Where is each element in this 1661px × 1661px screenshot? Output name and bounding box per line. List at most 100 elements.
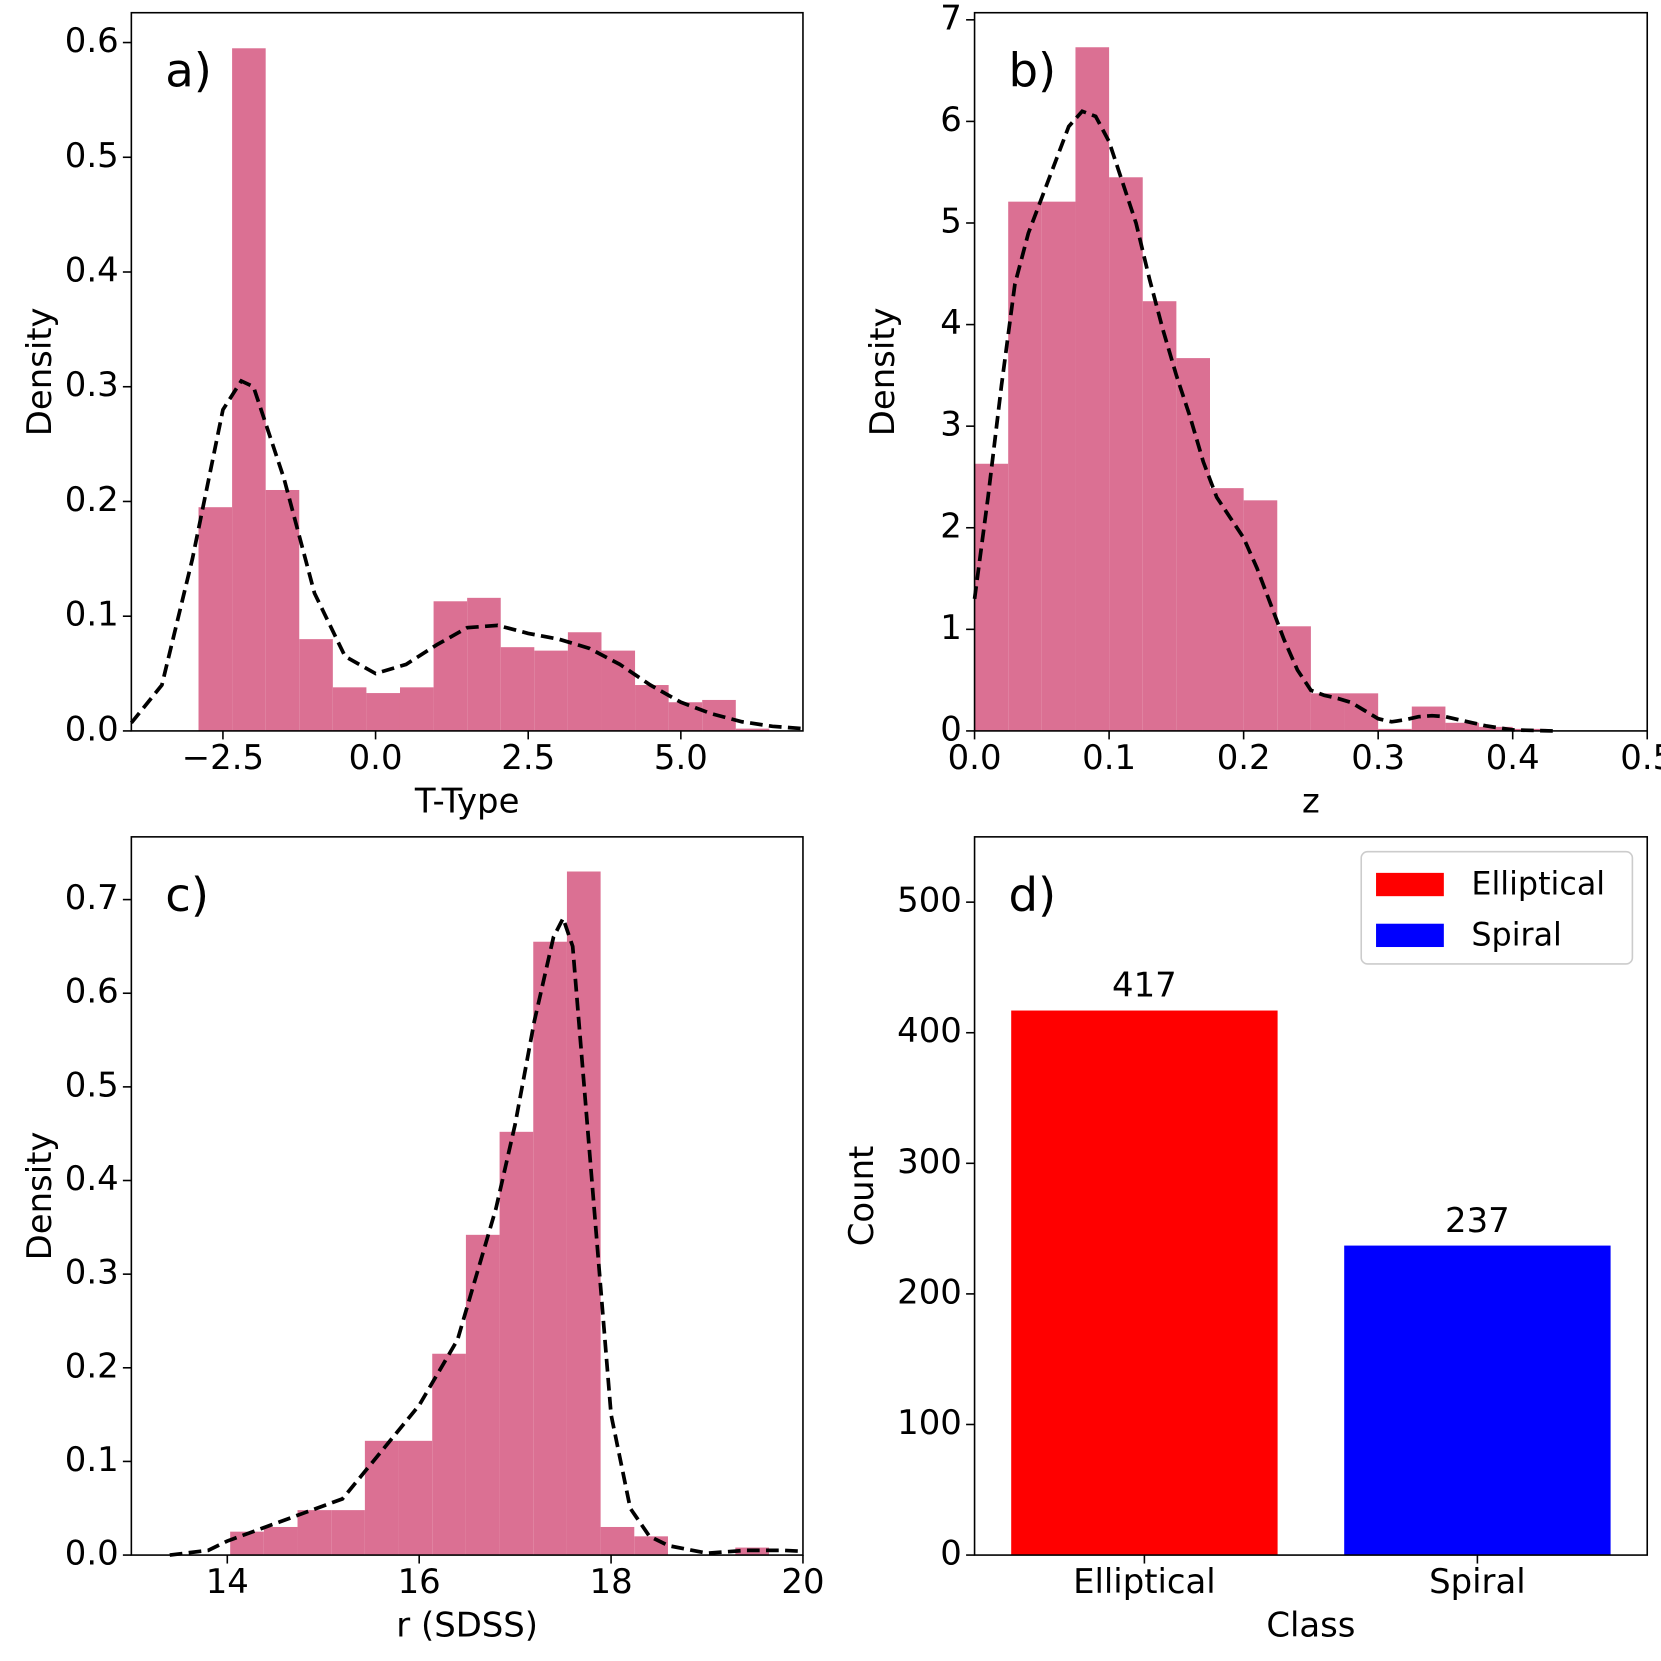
- value-label: 237: [1445, 1201, 1510, 1240]
- panel: −2.5 0.0 2.5 5.0 0.0 0.1 0.2 0.3 0.4 0.5 0.6 T-Type…: [20, 11, 804, 820]
- y-tick-label: 5: [940, 201, 962, 240]
- x-tick-label: 16: [398, 1562, 441, 1601]
- hist-bar: [332, 687, 367, 731]
- y-tick-label: 400: [897, 1011, 962, 1050]
- x-axis-label: z: [1302, 781, 1320, 820]
- hist-bar: [364, 1440, 399, 1556]
- hist-bar: [299, 639, 333, 731]
- hist-bar: [398, 1440, 433, 1556]
- hist-bar: [198, 507, 233, 731]
- y-tick-label: 0.5: [65, 1065, 119, 1104]
- panel: 417 Elliptical 237 Spiral Elliptical Spiral 0 1…: [842, 836, 1649, 1645]
- x-tick-label: 0.2: [1217, 738, 1271, 777]
- kde-line: [972, 109, 1554, 733]
- hist-bar: [1008, 201, 1042, 731]
- y-tick-label: 0.1: [65, 595, 119, 634]
- y-tick-label: 500: [897, 881, 962, 920]
- x-axis-label: Class: [1266, 1606, 1355, 1645]
- hist-bar: [1109, 177, 1143, 731]
- hist-bar: [1243, 500, 1278, 731]
- y-tick-label: 0.0: [65, 1534, 119, 1573]
- hist-bar: [1209, 488, 1244, 731]
- y-tick-label: 1: [940, 608, 962, 647]
- y-tick-label: 3: [940, 405, 962, 444]
- x-tick-label: 18: [590, 1562, 633, 1601]
- hist-bar: [500, 647, 535, 731]
- axes-frame: [973, 836, 1649, 1556]
- legend-label: Elliptical: [1471, 867, 1605, 903]
- panel: 0.0 0.1 0.2 0.3 0.4 0.5 0 1 2 3 4 5 6 7 z Density b): [863, 0, 1661, 820]
- x-tick-label: −2.5: [182, 738, 264, 777]
- x-tick-label: 5.0: [654, 738, 708, 777]
- hist-bar: [1378, 728, 1412, 731]
- y-tick-label: 0: [940, 709, 962, 748]
- hist-bar: [265, 489, 300, 731]
- hist-bar: [399, 687, 434, 731]
- y-tick-label: 0.4: [65, 251, 119, 290]
- hist-bar: [1142, 301, 1177, 731]
- axes-frame: [130, 11, 804, 732]
- x-tick-label: 2.5: [501, 738, 555, 777]
- hist-bar: [1277, 626, 1311, 731]
- x-tick-label: 0.5: [1620, 738, 1661, 777]
- y-tick-label: 0.1: [65, 1440, 119, 1479]
- y-tick-label: 0.3: [65, 1253, 119, 1292]
- kde-line: [169, 913, 804, 1557]
- x-tick-label: 0.0: [349, 738, 403, 777]
- y-tick-label: 100: [897, 1403, 962, 1442]
- y-tick-label: 0.4: [65, 1159, 119, 1198]
- x-tick-label: 0.0: [948, 738, 1002, 777]
- y-tick-label: 0.2: [65, 480, 119, 519]
- x-axis-label: r (SDSS): [396, 1606, 538, 1645]
- hist-bar: [465, 1234, 500, 1556]
- panel-label: d): [1008, 868, 1056, 922]
- hist-bar: [735, 728, 770, 731]
- axes-frame: [130, 836, 804, 1556]
- kde-line: [129, 378, 804, 731]
- bar: [1344, 1245, 1611, 1556]
- value-label: 417: [1112, 966, 1177, 1005]
- x-tick-label: 0.1: [1082, 738, 1136, 777]
- x-tick-label: Elliptical: [1073, 1562, 1216, 1601]
- y-tick-label: 0.6: [65, 21, 119, 60]
- hist-bar: [263, 1526, 298, 1556]
- hist-bar: [634, 1536, 668, 1556]
- hist-bar: [974, 463, 1009, 731]
- hist-bar: [534, 650, 568, 731]
- panel-label: b): [1008, 44, 1056, 98]
- hist-bar: [1075, 47, 1110, 731]
- hist-bar: [467, 597, 501, 731]
- y-tick-label: 300: [897, 1142, 962, 1181]
- hist-bar: [1479, 726, 1513, 731]
- legend-swatch: [1376, 872, 1444, 897]
- y-axis-label: Density: [863, 307, 902, 436]
- bar: [1011, 1010, 1278, 1556]
- hist-bar: [600, 1526, 635, 1556]
- hist-bar: [499, 1131, 534, 1556]
- hist-bar: [1344, 693, 1379, 731]
- y-tick-label: 0.3: [65, 365, 119, 404]
- panel: 14 16 18 20 0.0 0.1 0.2 0.3 0.4 0.5 0.6 0.7 r (SDSS)…: [20, 836, 825, 1645]
- hist-bar: [331, 1510, 365, 1556]
- panel-label: a): [165, 44, 212, 98]
- y-tick-label: 0: [940, 1534, 962, 1573]
- x-tick-label: 0.4: [1486, 738, 1540, 777]
- y-tick-label: 0.6: [65, 972, 119, 1011]
- x-tick-label: 0.3: [1351, 738, 1405, 777]
- x-axis-label: T-Type: [414, 781, 520, 820]
- hist-bar: [230, 1531, 264, 1556]
- hist-bar: [533, 941, 567, 1556]
- axes-frame: [973, 11, 1649, 732]
- hist-bar: [366, 693, 400, 731]
- x-tick-label: 20: [781, 1562, 824, 1601]
- y-tick-label: 200: [897, 1272, 962, 1311]
- y-tick-label: 0.2: [65, 1346, 119, 1385]
- hist-bar: [1176, 358, 1210, 731]
- y-tick-label: 0.0: [65, 709, 119, 748]
- y-tick-label: 7: [940, 0, 962, 37]
- hist-bar: [432, 1353, 466, 1556]
- hist-bar: [297, 1510, 332, 1556]
- panel-label: c): [165, 868, 209, 922]
- legend-label: Spiral: [1471, 917, 1562, 953]
